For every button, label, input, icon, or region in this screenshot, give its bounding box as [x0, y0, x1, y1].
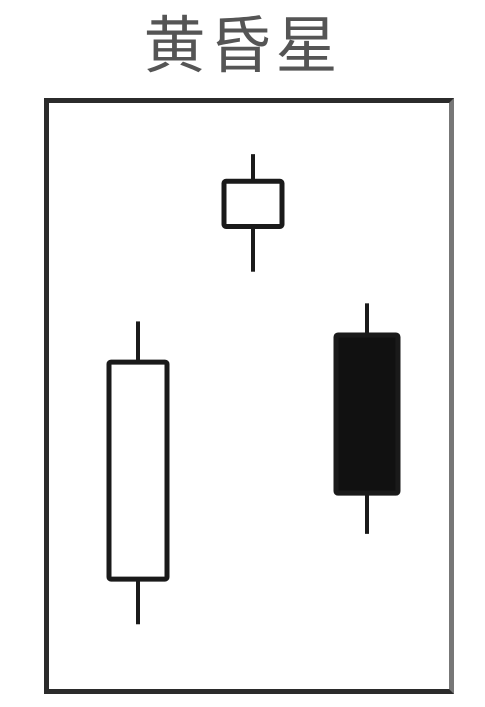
candle-2-bullish: [221, 154, 285, 272]
candle-3-bearish: [333, 303, 401, 534]
candle-1-bullish: [106, 321, 170, 625]
diagram-title: 黄昏星: [143, 9, 342, 82]
candle-3-body: [333, 332, 401, 496]
candle-2-body: [221, 178, 285, 229]
candlestick-chart: [106, 154, 401, 625]
candle-1-body: [106, 359, 170, 582]
